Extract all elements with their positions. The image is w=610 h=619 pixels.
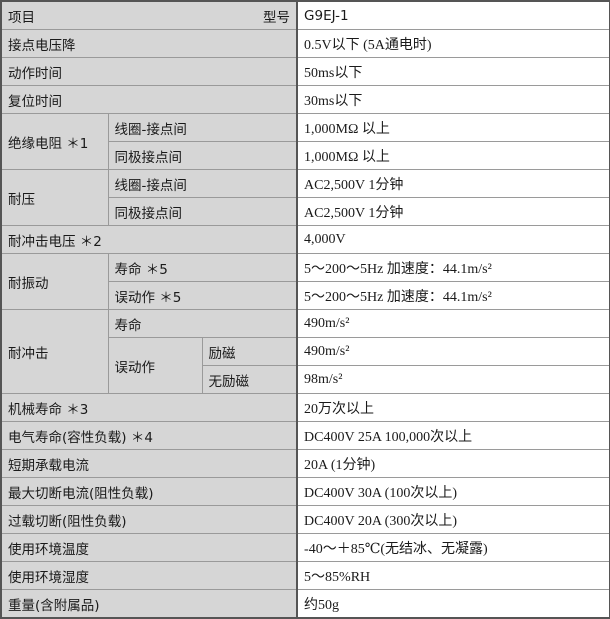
table-cell: 20万次以上 [296,393,610,422]
table-row: 重量(含附属品) 约50g [0,589,610,619]
table-cell: 5～200～5Hz 加速度：44.1m/s² [296,281,610,310]
table-cell: 误动作 ＊5 [107,281,298,310]
table-cell: 1,000MΩ 以上 [296,113,610,142]
table-cell: 使用环境温度 [0,533,298,562]
table-cell: 无励磁 [201,365,298,394]
table-row: 同极接点间 AC2,500V 1分钟 [1,197,610,226]
model-label: 型号 [263,9,291,26]
table-row: 无励磁 98m/s² [1,365,610,394]
table-cell: 使用环境湿度 [0,561,298,590]
table-cell: 最大切断电流(阻性负载) [0,477,298,506]
table-cell: 重量(含附属品) [0,589,298,619]
table-row: 耐冲击 寿命 490m/s² [0,309,610,394]
table-cell: 490m/s² [296,337,610,366]
table-row: 电气寿命(容性负载) ＊4 DC400V 25A 100,000次以上 [0,421,610,450]
table-cell: 耐振动 [0,253,109,310]
table-cell: -40～＋85℃(无结冰、无凝露) [296,533,610,562]
table-cell: 5～200～5Hz 加速度：44.1m/s² [296,253,610,282]
table-cell: 线圈-接点间 [107,113,298,142]
table-cell: 50ms以下 [296,57,610,86]
table-cell: 耐冲击电压 ＊2 [0,225,298,254]
table-cell: DC400V 25A 100,000次以上 [296,421,610,450]
table-cell: 30ms以下 [296,85,610,114]
table-cell: 5～85%RH [296,561,610,590]
table-row: 误动作 励磁 490m/s² [1,337,610,394]
table-cell: 误动作 [107,337,203,394]
table-row: 短期承载电流 20A (1分钟) [0,449,610,478]
table-row: 使用环境湿度 5～85%RH [0,561,610,590]
table-cell: 机械寿命 ＊3 [0,393,298,422]
table-cell: 寿命 ＊5 [107,253,298,282]
item-label: 项目 [8,9,35,26]
table-row: 复位时间 30ms以下 [0,85,610,114]
table-cell: 4,000V [296,225,610,254]
table-cell: 复位时间 [0,85,298,114]
table-cell: 励磁 [201,337,298,366]
table-cell: AC2,500V 1分钟 [296,197,610,226]
table-cell: 耐冲击 [0,309,109,394]
table-row: 过载切断(阻性负载) DC400V 20A (300次以上) [0,505,610,534]
table-cell: 动作时间 [0,57,298,86]
table-cell: 短期承载电流 [0,449,298,478]
table-cell: 接点电压降 [0,29,298,58]
table-row: 接点电压降 0.5V以下 (5A通电时) [0,29,610,58]
table-cell: 电气寿命(容性负载) ＊4 [0,421,298,450]
table-cell: 寿命 [107,309,298,338]
table-row: 绝缘电阻 ＊1 线圈-接点间 1,000MΩ 以上 [0,113,610,170]
table-cell: 同极接点间 [107,197,298,226]
table-cell: 1,000MΩ 以上 [296,141,610,170]
table-cell: DC400V 30A (100次以上) [296,477,610,506]
table-cell: 绝缘电阻 ＊1 [0,113,109,170]
table-cell: 490m/s² [296,309,610,338]
table-row: 使用环境温度 -40～＋85℃(无结冰、无凝露) [0,533,610,562]
table-row: 误动作 ＊5 5～200～5Hz 加速度：44.1m/s² [1,281,610,310]
table-row: 耐振动 寿命 ＊5 5～200～5Hz 加速度：44.1m/s² [0,253,610,310]
table-cell: 线圈-接点间 [107,169,298,198]
table-row: 耐冲击电压 ＊2 4,000V [0,225,610,254]
table-cell: DC400V 20A (300次以上) [296,505,610,534]
table-cell: 20A (1分钟) [296,449,610,478]
table-row: 动作时间 50ms以下 [0,57,610,86]
table-cell: 耐压 [0,169,109,226]
table-cell: 约50g [296,589,610,619]
table-header-row: 项目 型号 G9EJ-1 [0,0,610,30]
model-value: G9EJ-1 [296,0,610,30]
table-row: 最大切断电流(阻性负载) DC400V 30A (100次以上) [0,477,610,506]
table-cell: 98m/s² [296,365,610,394]
table-cell: 过载切断(阻性负载) [0,505,298,534]
table-cell: AC2,500V 1分钟 [296,169,610,198]
table-row: 机械寿命 ＊3 20万次以上 [0,393,610,422]
table-cell: 0.5V以下 (5A通电时) [296,29,610,58]
table-row: 耐压 线圈-接点间 AC2,500V 1分钟 [0,169,610,226]
table-cell: 同极接点间 [107,141,298,170]
